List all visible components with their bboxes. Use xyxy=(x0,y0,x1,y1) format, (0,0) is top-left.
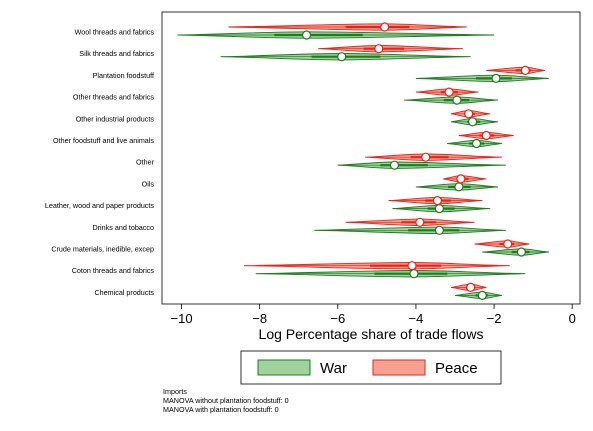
category-label-other: Other xyxy=(136,158,155,167)
category-label-coton-threads-and-fabrics: Coton threads and fabrics xyxy=(72,266,155,275)
category-label-wool-threads-and-fabrics: Wool threads and fabrics xyxy=(75,28,155,37)
x-tick-label: −8 xyxy=(252,311,267,326)
median-peace-drinks-and-tobacco xyxy=(415,217,425,227)
category-label-plantation-foodstuff: Plantation foodstuff xyxy=(93,71,154,80)
category-label-drinks-and-tobacco: Drinks and tobacco xyxy=(92,223,154,232)
median-peace-other-industrial-products xyxy=(464,109,474,119)
category-labels: Wool threads and fabrics Silk threads and… xyxy=(45,28,155,297)
median-peace-plantation-foodstuff xyxy=(520,65,530,76)
category-label-other-foodstuff-and-live-animals: Other foodstuff and live animals xyxy=(53,136,154,145)
median-war-silk-threads-and-fabrics xyxy=(337,52,347,62)
median-war-plantation-foodstuff xyxy=(491,73,501,84)
median-peace-chemical-products xyxy=(466,282,476,292)
note-manova-with: MANOVA with plantation foodstuff: 0 xyxy=(163,405,279,414)
category-label-oils: Oils xyxy=(142,179,155,188)
category-label-other-industrial-products: Other industrial products xyxy=(76,114,155,123)
median-war-crude-materials-inedible-excep xyxy=(516,247,527,257)
median-war-other-foodstuff-and-live-animals xyxy=(471,138,482,149)
median-war-other-industrial-products xyxy=(467,117,478,127)
median-war-coton-threads-and-fabrics xyxy=(409,269,419,279)
legend: War Peace xyxy=(240,350,502,385)
median-war-leather-wood-and-paper-products xyxy=(434,204,444,214)
category-label-silk-threads-and-fabrics: Silk threads and fabrics xyxy=(79,49,154,58)
median-peace-other xyxy=(421,152,431,162)
category-label-leather-wood-and-paper-products: Leather, wood and paper products xyxy=(45,201,154,210)
x-axis: −10 −8 −6 −4 −2 0 xyxy=(171,304,576,326)
median-peace-other-threads-and-fabrics xyxy=(444,87,454,97)
legend-swatch-war xyxy=(257,359,311,376)
median-war-drinks-and-tobacco xyxy=(434,225,444,235)
median-war-oils xyxy=(454,182,464,192)
median-peace-oils xyxy=(456,174,466,184)
median-peace-leather-wood-and-paper-products xyxy=(432,196,443,206)
median-war-other xyxy=(389,160,400,170)
median-war-wool-threads-and-fabrics xyxy=(301,30,312,40)
x-axis-title: Log Percentage share of trade flows xyxy=(259,326,484,342)
plot-area xyxy=(161,11,581,305)
median-peace-silk-threads-and-fabrics xyxy=(374,44,384,54)
x-tick-label: −4 xyxy=(409,311,424,326)
category-label-chemical-products: Chemical products xyxy=(94,288,154,297)
category-label-other-threads-and-fabrics: Other threads and fabrics xyxy=(73,93,155,102)
median-peace-crude-materials-inedible-excep xyxy=(503,239,513,249)
legend-swatch-peace xyxy=(372,359,426,376)
legend-label-peace: Peace xyxy=(435,360,478,377)
note-manova-without: MANOVA without plantation foodstuff: 0 xyxy=(163,396,289,405)
category-label-crude-materials-inedible-excep: Crude materials, inedible, excep xyxy=(51,245,154,254)
x-tick-label: 0 xyxy=(569,311,576,326)
violin-layer xyxy=(177,22,549,300)
median-peace-wool-threads-and-fabrics xyxy=(380,22,390,32)
x-tick-label: −10 xyxy=(171,311,193,326)
median-peace-coton-threads-and-fabrics xyxy=(407,261,417,271)
median-war-other-threads-and-fabrics xyxy=(452,95,462,105)
x-tick-label: −2 xyxy=(487,311,502,326)
legend-label-war: War xyxy=(320,360,347,377)
x-tick-label: −6 xyxy=(330,311,345,326)
median-war-chemical-products xyxy=(477,290,487,300)
median-peace-other-foodstuff-and-live-animals xyxy=(481,130,491,141)
note-imports: Imports xyxy=(163,387,187,396)
